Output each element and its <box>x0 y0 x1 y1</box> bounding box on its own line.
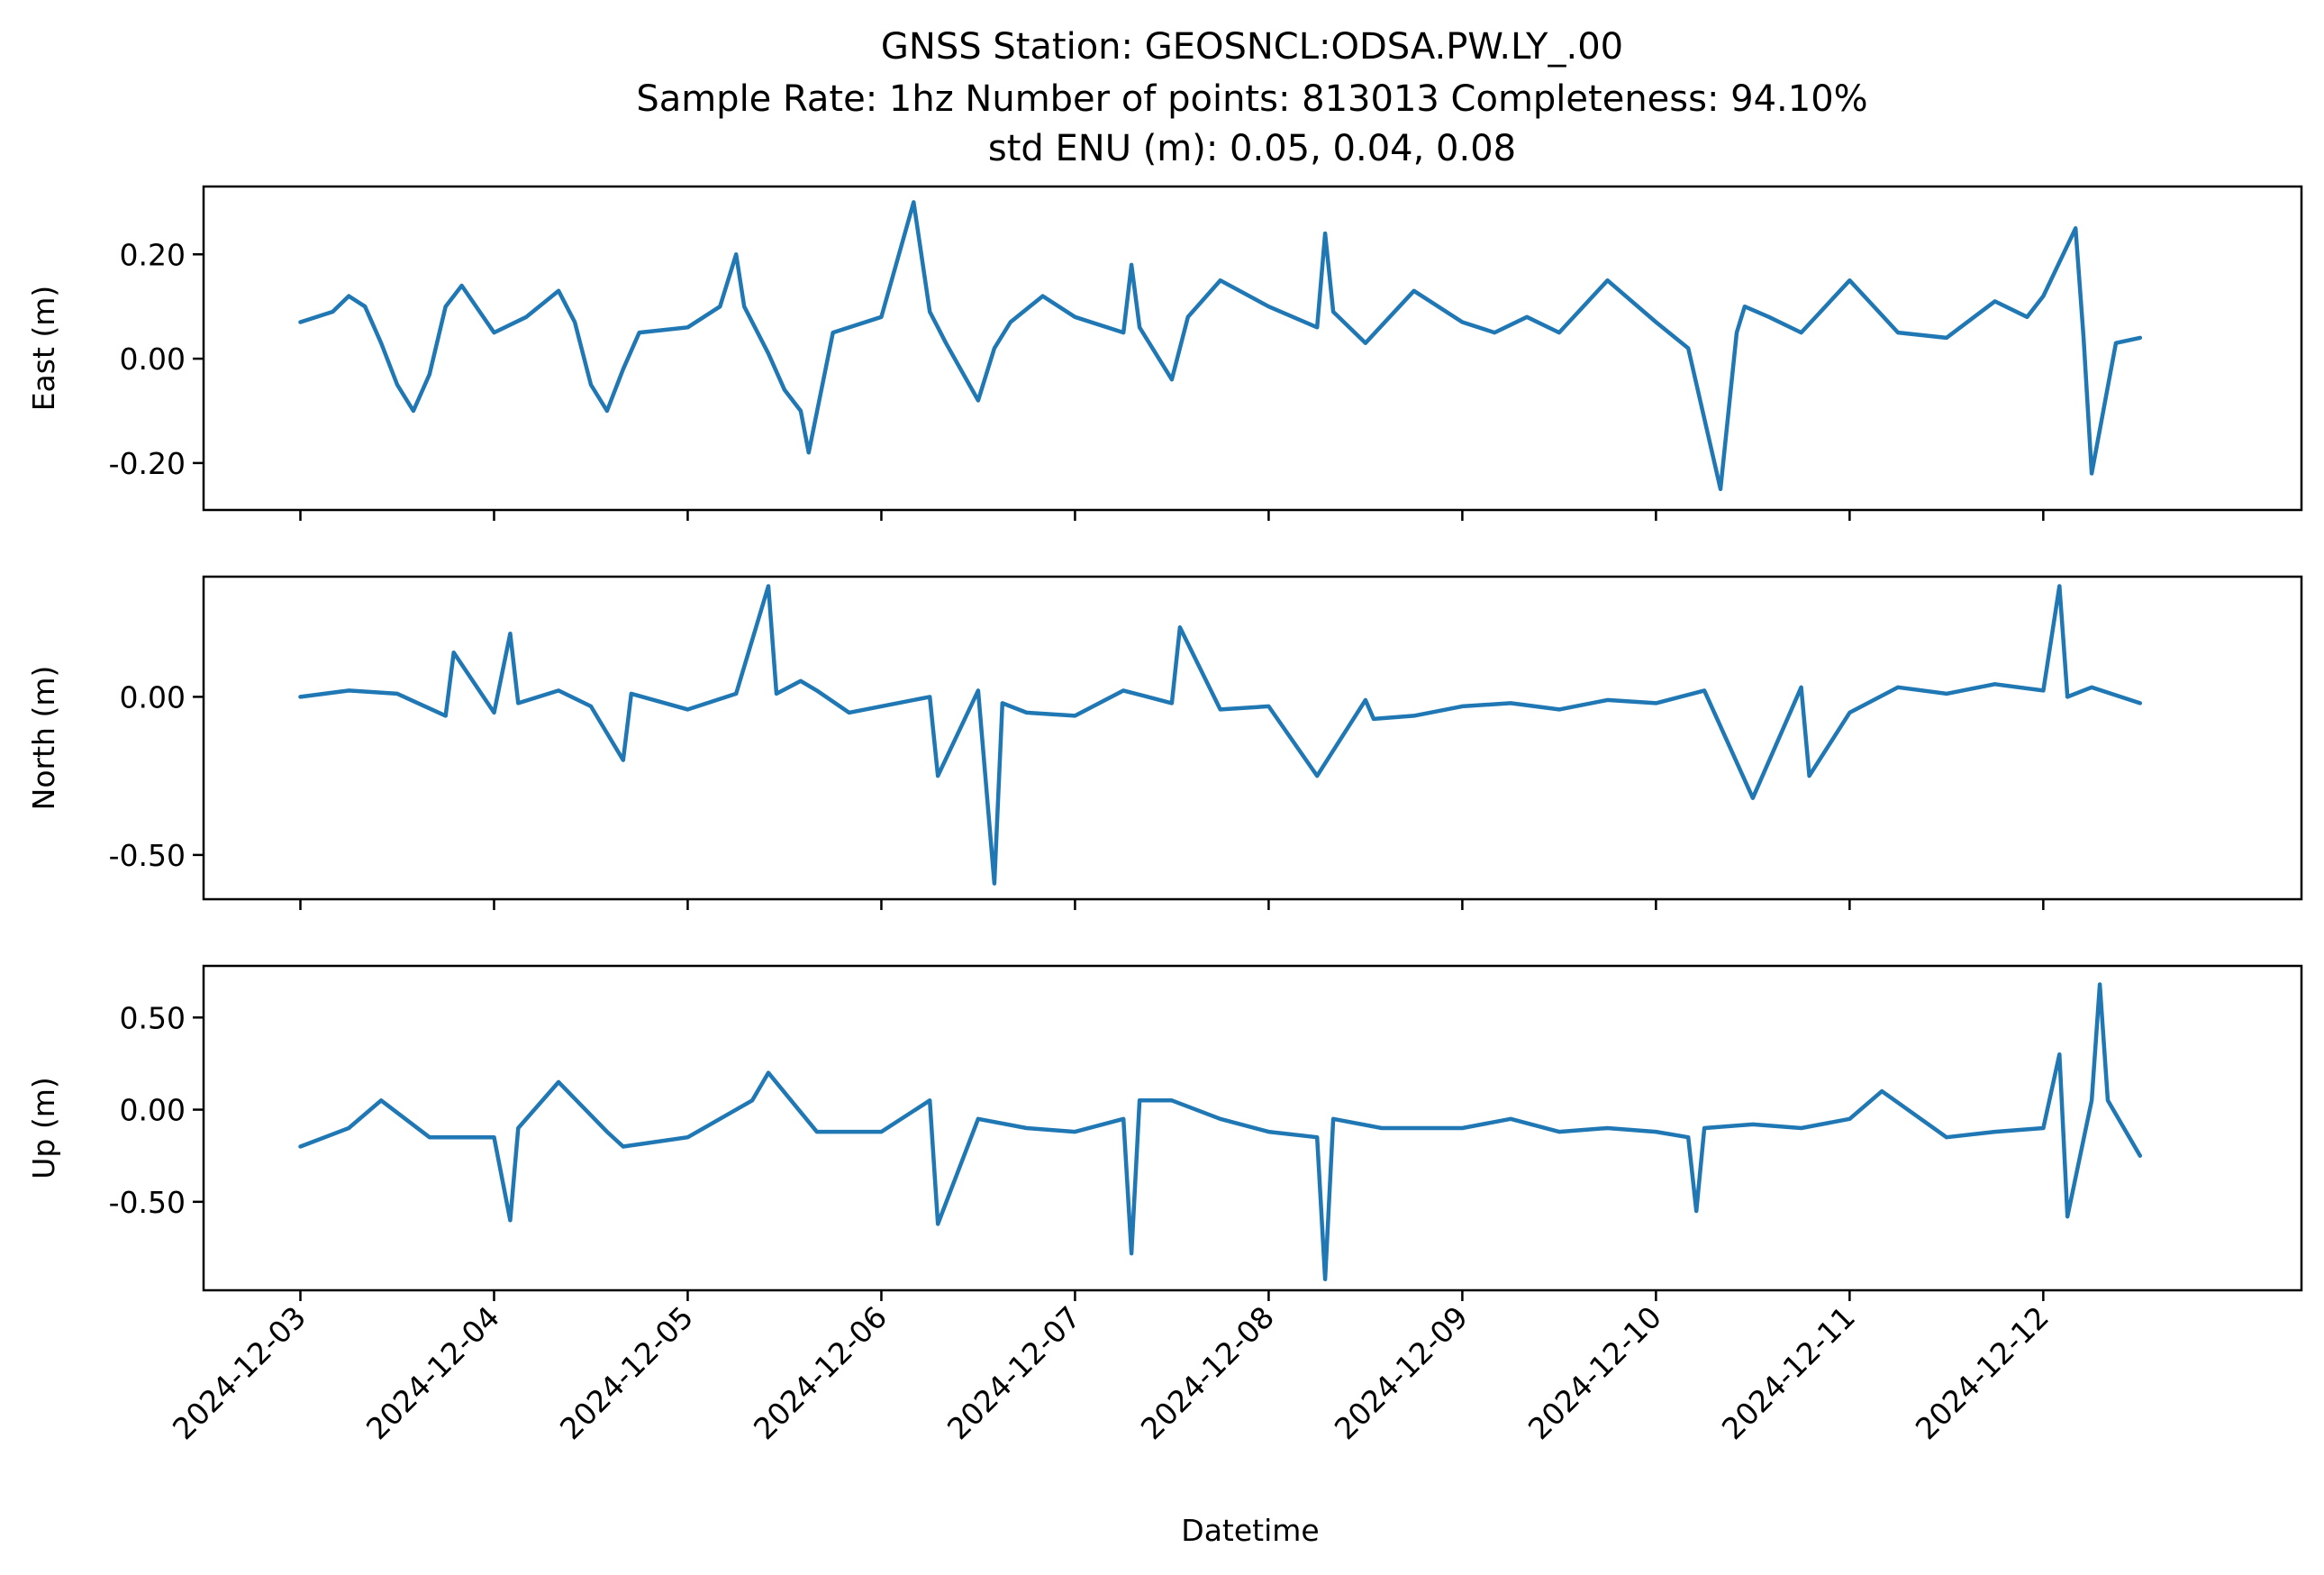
y-tick-label: -0.20 <box>109 446 186 481</box>
x-tick-label: 2024-12-08 <box>1134 1299 1281 1446</box>
y-tick-label: -0.50 <box>109 1185 186 1220</box>
figure-title-line-3: std ENU (m): 0.05, 0.04, 0.08 <box>988 128 1516 169</box>
y-tick-label: 0.20 <box>120 237 186 272</box>
plot-frame <box>202 185 2303 512</box>
y-tick-label: 0.00 <box>120 679 186 715</box>
y-tick-label: 0.00 <box>120 1093 186 1128</box>
x-tick-label: 2024-12-06 <box>747 1299 894 1446</box>
y-axis-label: North (m) <box>26 666 61 811</box>
figure-title-line-1: GNSS Station: GEOSNCL:ODSA.PW.LY_.00 <box>881 26 1623 68</box>
x-tick-label: 2024-12-10 <box>1521 1299 1668 1446</box>
plot-frame <box>202 575 2303 901</box>
y-tick-label: 0.50 <box>120 1000 186 1035</box>
subplot-east: 0.20 0.00 -0.20 East (m) <box>26 185 2303 521</box>
x-tick-label: 2024-12-09 <box>1328 1299 1475 1446</box>
series-line-0-0 <box>298 200 2143 492</box>
figure-title-line-2: Sample Rate: 1hz Number of points: 81301… <box>636 78 1867 120</box>
x-tick-label: 2024-12-03 <box>166 1299 313 1446</box>
x-tick-label: 2024-12-07 <box>940 1299 1087 1446</box>
subplot-north: 0.00 -0.50 North (m) <box>26 575 2303 910</box>
subplot-up: 0.50 0.00 -0.50 Up (m) 2024-12-03 2024-12-04 2… <box>26 964 2303 1446</box>
series-line-1-0 <box>298 584 2143 886</box>
y-tick-label: 0.00 <box>120 341 186 377</box>
y-axis-label: East (m) <box>26 286 61 412</box>
y-tick-label: -0.50 <box>109 838 186 873</box>
x-tick-label: 2024-12-12 <box>1909 1299 2056 1446</box>
x-tick-label: 2024-12-05 <box>553 1299 700 1446</box>
x-tick-label: 2024-12-04 <box>359 1299 506 1446</box>
series-line-2-0 <box>298 982 2143 1281</box>
x-tick-label: 2024-12-11 <box>1715 1299 1862 1446</box>
plot-frame <box>202 964 2303 1292</box>
x-axis-label: Datetime <box>1181 1513 1319 1548</box>
y-axis-label: Up (m) <box>26 1077 61 1179</box>
